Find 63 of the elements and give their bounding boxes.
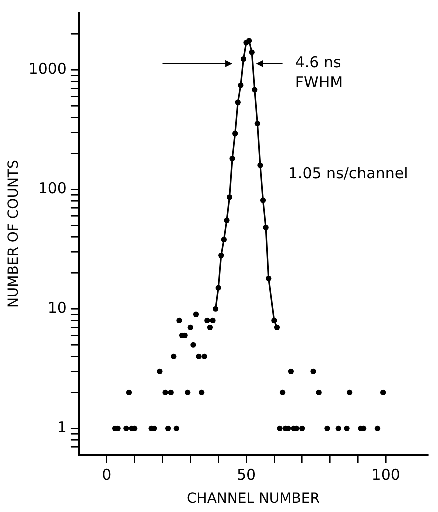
y-axis-title: NUMBER OF COUNTS <box>6 160 22 308</box>
point <box>336 426 342 432</box>
point <box>266 276 272 282</box>
point <box>288 368 294 374</box>
point <box>263 224 269 230</box>
y-tick-label: 1000 <box>28 60 67 78</box>
point <box>188 324 194 330</box>
y-tick-label: 100 <box>38 179 67 198</box>
point <box>157 368 163 374</box>
point <box>310 368 316 374</box>
point <box>190 342 196 348</box>
point <box>230 156 236 162</box>
point <box>124 426 130 432</box>
point <box>258 162 264 168</box>
point <box>226 194 233 200</box>
point <box>176 318 182 324</box>
point <box>168 390 174 396</box>
point <box>347 390 353 396</box>
point <box>277 426 283 432</box>
point <box>210 318 216 324</box>
point <box>204 318 210 324</box>
point <box>199 390 205 396</box>
point <box>207 324 214 330</box>
point <box>238 82 244 88</box>
point <box>216 285 222 291</box>
point <box>162 390 168 396</box>
point <box>344 426 350 432</box>
point <box>126 390 132 396</box>
point <box>246 38 252 44</box>
point <box>274 324 280 330</box>
x-tick-label: 0 <box>102 466 112 484</box>
point <box>280 390 286 396</box>
point <box>316 390 322 396</box>
point <box>174 426 180 432</box>
point <box>249 50 255 56</box>
point <box>254 121 260 127</box>
point <box>232 130 238 137</box>
point <box>218 252 224 258</box>
point <box>193 312 200 318</box>
point <box>380 390 386 396</box>
point <box>224 218 230 224</box>
point <box>185 390 191 396</box>
point <box>196 354 202 360</box>
y-tick-label: 1 <box>57 418 67 437</box>
point <box>272 318 278 324</box>
point <box>300 426 306 432</box>
point <box>202 354 208 360</box>
point <box>212 306 219 312</box>
point <box>252 87 258 93</box>
point <box>235 100 241 106</box>
x-tick-label: 100 <box>372 466 400 484</box>
point <box>260 198 266 204</box>
point <box>166 426 172 432</box>
annotation: 4.6 ns FWHM <box>295 54 344 92</box>
point <box>221 237 227 243</box>
x-tick-label: 50 <box>236 466 256 484</box>
x-axis-title: CHANNEL NUMBER <box>187 491 320 508</box>
y-tick-label: 10 <box>48 299 67 318</box>
point <box>324 426 330 432</box>
annotation: 1.05 ns/channel <box>288 164 408 182</box>
point <box>374 426 381 432</box>
point <box>240 56 247 62</box>
point <box>171 354 177 360</box>
